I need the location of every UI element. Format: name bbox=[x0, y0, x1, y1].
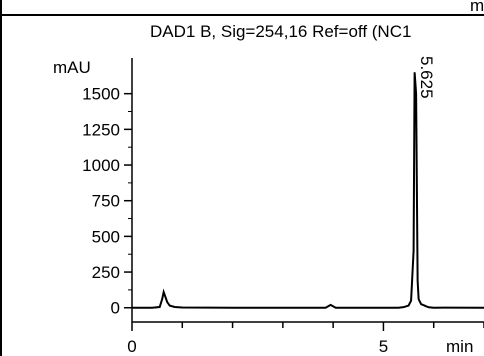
x-tick-label: 0 bbox=[127, 337, 136, 356]
peak-label: 5.625 bbox=[417, 56, 436, 99]
y-tick-label: 1250 bbox=[82, 120, 120, 139]
y-tick-label: 750 bbox=[92, 192, 120, 211]
chromatogram-trace bbox=[132, 72, 484, 309]
y-tick-group: 0 250 500 750 1000 1250 1500 bbox=[82, 85, 132, 318]
top-clipped-text: min bbox=[470, 0, 484, 15]
y-tick-label: 1500 bbox=[82, 85, 120, 104]
y-tick-label: 0 bbox=[111, 299, 120, 318]
y-tick-label: 250 bbox=[92, 263, 120, 282]
y-tick-label: 500 bbox=[92, 227, 120, 246]
x-tick-label: 5 bbox=[379, 337, 388, 356]
y-tick-label: 1000 bbox=[82, 156, 120, 175]
peak-label-group: 5.625 bbox=[417, 56, 436, 99]
x-axis-label: min bbox=[446, 337, 473, 356]
y-axis-label: mAU bbox=[53, 58, 91, 77]
chart-title: DAD1 B, Sig=254,16 Ref=off (NC1 bbox=[150, 22, 411, 41]
